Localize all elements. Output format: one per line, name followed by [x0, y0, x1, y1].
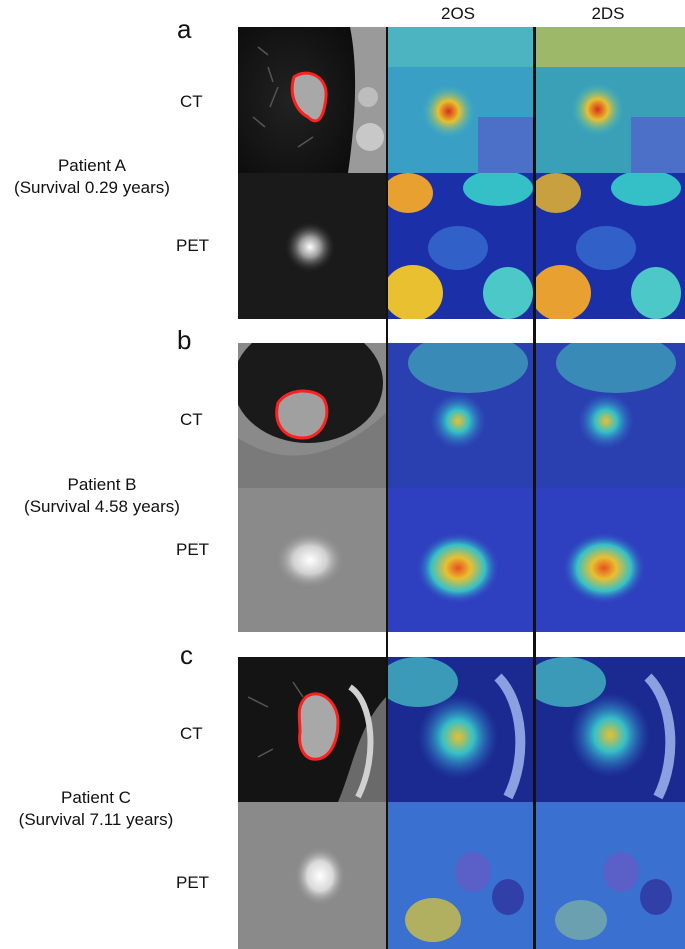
column-divider-1 — [386, 27, 388, 949]
patient-name-c: Patient C — [61, 788, 131, 807]
column-header-2ds: 2DS — [591, 4, 625, 23]
pet-heatmap-2os-patient-b — [388, 488, 533, 632]
ct-image-patient-c — [238, 657, 386, 802]
patient-label-b: Patient B (Survival 4.58 years) — [2, 474, 202, 518]
row-label-ct-c: CT — [180, 724, 203, 743]
pet-heatmap-2ds-patient-b — [536, 488, 685, 632]
pet-heatmap-2os-patient-a — [388, 173, 533, 319]
patient-survival-c: (Survival 7.11 years) — [18, 810, 174, 829]
pet-image-patient-c — [238, 802, 386, 949]
ct-heatmap-2ds-patient-c — [536, 657, 685, 802]
pet-image-patient-b — [238, 488, 386, 632]
row-label-pet-c: PET — [176, 873, 210, 892]
pet-heatmap-2ds-patient-c — [536, 802, 685, 949]
patient-survival-a: (Survival 0.29 years) — [14, 178, 170, 197]
panel-letter-c: c — [180, 640, 193, 670]
patient-survival-b: (Survival 4.58 years) — [24, 497, 180, 516]
patient-name-b: Patient B — [67, 475, 137, 494]
panel-letter-a: a — [177, 14, 192, 44]
ct-image-patient-b — [238, 343, 386, 488]
panel-letter-b: b — [177, 325, 192, 355]
ct-image-patient-a — [238, 27, 386, 173]
row-label-ct-b: CT — [180, 410, 203, 429]
column-header-2os: 2OS — [440, 4, 476, 23]
pet-heatmap-2ds-patient-a — [536, 173, 685, 319]
column-divider-2 — [533, 27, 536, 949]
patient-label-c: Patient C (Survival 7.11 years) — [0, 787, 196, 831]
ct-heatmap-2ds-patient-a — [536, 27, 685, 173]
row-label-ct-a: CT — [180, 92, 203, 111]
pet-image-patient-a — [238, 173, 386, 319]
patient-name-a: Patient A — [57, 156, 127, 175]
pet-heatmap-2os-patient-c — [388, 802, 533, 949]
ct-heatmap-2os-patient-a — [388, 27, 533, 173]
patient-label-a: Patient A (Survival 0.29 years) — [0, 155, 192, 199]
ct-heatmap-2os-patient-b — [388, 343, 533, 488]
ct-heatmap-2ds-patient-b — [536, 343, 685, 488]
row-label-pet-a: PET — [176, 236, 210, 255]
row-label-pet-b: PET — [176, 540, 210, 559]
ct-heatmap-2os-patient-c — [388, 657, 533, 802]
